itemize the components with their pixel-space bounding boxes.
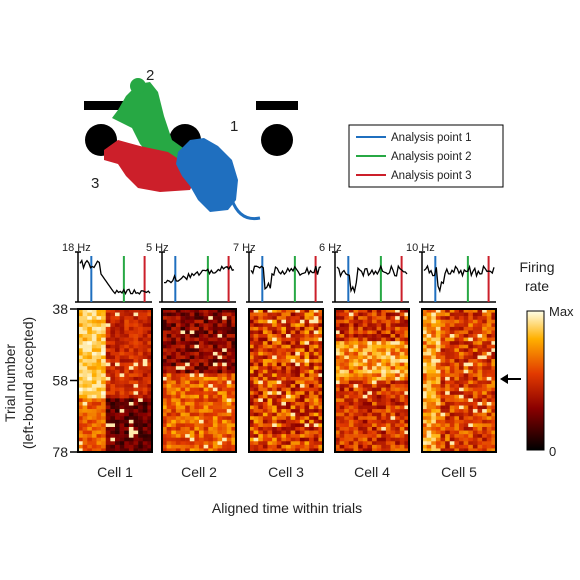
peak-rate-label-3: 7 Hz: [233, 242, 256, 254]
peak-rate-label-1: 18 Hz: [62, 242, 91, 254]
heatmap-cell-4: [335, 309, 410, 453]
legend-label-2: Analysis point 2: [391, 151, 472, 163]
y-tick-label-2: 58: [52, 373, 68, 389]
y-tick-label-1: 38: [52, 301, 68, 317]
y-axis-label-line1: Trial number: [2, 344, 18, 422]
colorbar-max-label: Max: [549, 304, 574, 319]
x-axis-label: Aligned time within trials: [212, 500, 362, 516]
trace-panel-5: [419, 251, 496, 303]
cell-label-3: Cell 3: [268, 464, 304, 480]
trace-panel-3: [246, 251, 323, 303]
rat-illustration: 1 2 3: [84, 67, 298, 221]
firing-trace-4: [336, 264, 408, 295]
colorbar-min-label: 0: [549, 444, 556, 459]
peak-rate-label-4: 6 Hz: [319, 242, 342, 254]
heatmap-frame-3: [248, 308, 324, 453]
cell-label-1: Cell 1: [97, 464, 133, 480]
y-tick-label-3: 78: [52, 444, 68, 460]
rat-label-2: 2: [146, 67, 154, 84]
heatmap-cell-5: [422, 309, 497, 453]
blue-rat-icon: [176, 138, 261, 221]
heatmap-frame-2: [161, 308, 237, 453]
firing-trace-3: [250, 265, 322, 291]
legend-label-1: Analysis point 1: [391, 132, 472, 144]
heatmap-frame-4: [334, 308, 410, 453]
peak-rate-label-2: 5 Hz: [146, 242, 169, 254]
y-axis-label-line2: (left-bound accepted): [20, 317, 36, 449]
firing-trace-2: [164, 264, 235, 284]
rat-label-1: 1: [230, 118, 238, 135]
heatmap-chart: 18 Hz Cell 1 5 Hz Cell 2 7 Hz Cell 3 6 Hz Cell …: [52, 242, 497, 480]
trace-panel-4: [332, 251, 409, 303]
rat-label-3: 3: [91, 175, 99, 192]
arrow-marker-icon: [500, 374, 521, 384]
colorbar: Firing rate Max 0: [519, 259, 574, 459]
colorbar-title-line1: Firing: [519, 259, 554, 275]
legend: Analysis point 1 Analysis point 2 Analys…: [348, 124, 504, 188]
trace-panel-1: [75, 251, 152, 303]
heatmap-frame-5: [421, 308, 497, 453]
nose-port-right: [261, 124, 293, 156]
heatmap-cell-1: [78, 309, 153, 453]
firing-trace-5: [423, 264, 495, 294]
heatmap-cell-2: [162, 309, 237, 453]
peak-rate-label-5: 10 Hz: [406, 242, 435, 254]
colorbar-title-line2: rate: [525, 278, 549, 294]
wall-bar-left: [84, 101, 126, 110]
cell-label-2: Cell 2: [181, 464, 217, 480]
trace-panel-2: [159, 251, 236, 303]
legend-label-3: Analysis point 3: [391, 170, 472, 182]
wall-bar-right: [256, 101, 298, 110]
colorbar-gradient: [526, 310, 545, 451]
cell-label-4: Cell 4: [354, 464, 390, 480]
firing-trace-1: [79, 258, 151, 296]
heatmap-cell-3: [249, 309, 324, 453]
cell-label-5: Cell 5: [441, 464, 477, 480]
